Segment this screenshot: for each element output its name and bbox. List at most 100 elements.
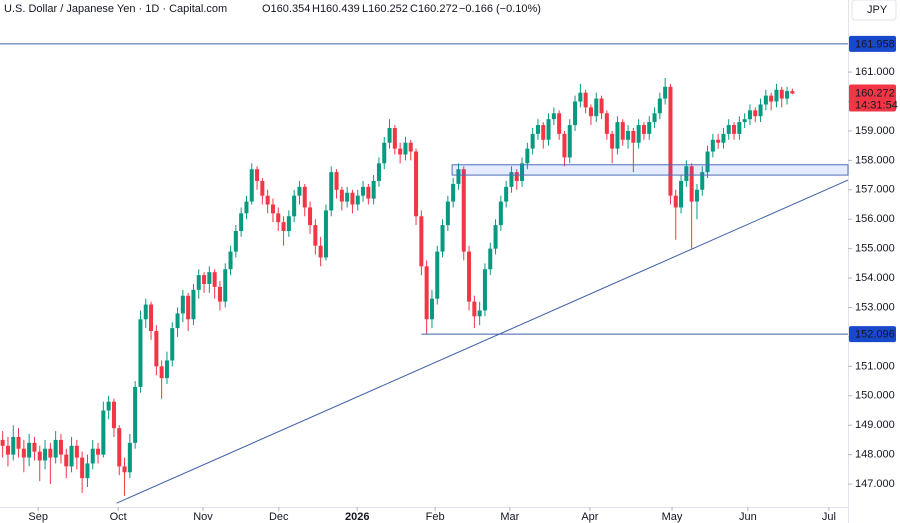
candle-body bbox=[387, 128, 392, 143]
candle-body bbox=[350, 192, 355, 205]
x-tick-label: Jul bbox=[822, 511, 836, 523]
candle-body bbox=[265, 195, 270, 205]
y-tick-label: 154.000 bbox=[855, 272, 895, 284]
currency-box[interactable] bbox=[851, 0, 897, 21]
candle-body bbox=[663, 86, 668, 99]
candle-body bbox=[424, 266, 429, 320]
candle-body bbox=[790, 91, 795, 94]
candle-body bbox=[270, 204, 275, 214]
y-tick-label: 147.000 bbox=[855, 478, 895, 490]
candle-body bbox=[774, 89, 779, 102]
candle-body bbox=[371, 180, 376, 199]
candle-body bbox=[472, 301, 477, 317]
candle-body bbox=[594, 98, 599, 117]
candle-body bbox=[408, 142, 413, 152]
y-tick-label: 159.000 bbox=[855, 125, 895, 137]
x-tick-label: May bbox=[662, 511, 683, 523]
candle-body bbox=[191, 289, 196, 320]
x-tick-label: 2026 bbox=[345, 511, 369, 523]
candle-body bbox=[721, 133, 726, 143]
candle-body bbox=[233, 230, 238, 252]
candle-body bbox=[583, 92, 588, 108]
ohlc-change: −0.166 (−0.10%) bbox=[459, 3, 541, 15]
candle-body bbox=[435, 251, 440, 299]
candle-body bbox=[689, 166, 694, 202]
ohlc-high: H160.439 bbox=[312, 3, 360, 15]
candle-body bbox=[302, 186, 307, 208]
candle-body bbox=[345, 192, 350, 202]
candle-body bbox=[732, 125, 737, 134]
candle-body bbox=[747, 110, 752, 120]
candle-body bbox=[604, 113, 609, 134]
candle-body bbox=[726, 125, 731, 134]
level-label-box bbox=[849, 35, 896, 52]
candle-body bbox=[308, 207, 313, 226]
y-tick-label: 161.000 bbox=[855, 66, 895, 78]
candle-body bbox=[286, 216, 291, 231]
candle-body bbox=[207, 272, 212, 284]
candle-body bbox=[106, 401, 111, 411]
candle-body bbox=[376, 163, 381, 181]
x-tick-label: Apr bbox=[581, 511, 598, 523]
candle-body bbox=[610, 133, 615, 149]
candle-body bbox=[260, 180, 265, 196]
y-tick-label: 156.000 bbox=[855, 213, 895, 225]
candle-body bbox=[361, 186, 366, 196]
zone bbox=[451, 164, 849, 176]
candle-body bbox=[588, 107, 593, 117]
candle-body bbox=[647, 122, 652, 134]
candle-body bbox=[779, 89, 784, 99]
candle-body bbox=[154, 331, 159, 367]
candle-body bbox=[700, 172, 705, 190]
x-tick-label: Feb bbox=[426, 511, 445, 523]
candle-body bbox=[694, 189, 699, 202]
y-tick-label: 153.000 bbox=[855, 301, 895, 313]
candle-body bbox=[217, 286, 222, 302]
y-tick-label: 149.000 bbox=[855, 419, 895, 431]
candle-body bbox=[620, 122, 625, 140]
candle-body bbox=[514, 172, 519, 181]
level-label-box bbox=[849, 326, 896, 343]
candle-body bbox=[297, 186, 302, 196]
level-label: 161.958 bbox=[855, 38, 895, 50]
candle-body bbox=[482, 269, 487, 311]
candle-body bbox=[705, 151, 710, 173]
candle-body bbox=[292, 195, 297, 217]
candle-body bbox=[498, 201, 503, 226]
x-tick-label: Nov bbox=[193, 511, 213, 523]
candle-body bbox=[615, 122, 620, 149]
candle-body bbox=[758, 104, 763, 117]
candle-body bbox=[742, 119, 747, 123]
candle-body bbox=[313, 225, 318, 246]
candle-body bbox=[64, 454, 69, 467]
candle-body bbox=[202, 275, 207, 284]
candle-body bbox=[48, 448, 53, 458]
candle-body bbox=[636, 125, 641, 143]
candle-body bbox=[535, 125, 540, 134]
ohlc-open: O160.354 bbox=[262, 3, 310, 15]
candle-body bbox=[541, 125, 546, 140]
candle-body bbox=[504, 186, 509, 202]
x-tick-label: Sep bbox=[28, 511, 48, 523]
y-tick-label: 150.000 bbox=[855, 390, 895, 402]
y-tick-label: 151.000 bbox=[855, 360, 895, 372]
candle-body bbox=[763, 95, 768, 105]
candle-body bbox=[180, 295, 185, 314]
candle-body bbox=[429, 298, 434, 320]
currency[interactable]: JPY bbox=[867, 4, 888, 16]
candle-body bbox=[5, 445, 10, 455]
candle-body bbox=[716, 139, 721, 143]
candle-body bbox=[149, 304, 154, 332]
candle-body bbox=[37, 451, 42, 461]
candle-body bbox=[223, 269, 228, 302]
candle-body bbox=[467, 251, 472, 302]
candle-body bbox=[53, 439, 58, 458]
candle-body bbox=[546, 119, 551, 140]
candle-body bbox=[69, 445, 74, 467]
candle-body bbox=[578, 92, 583, 102]
x-tick-label: Mar bbox=[500, 511, 519, 523]
candle-body bbox=[244, 201, 249, 214]
candle-body bbox=[440, 225, 445, 252]
